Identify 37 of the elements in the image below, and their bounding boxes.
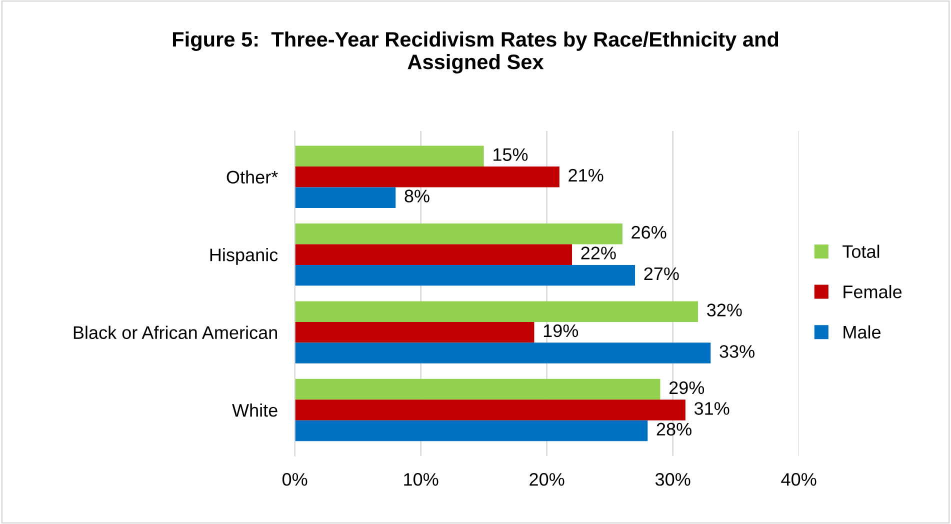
bar — [294, 400, 686, 420]
data-label: 21% — [568, 168, 604, 182]
x-tick-label: 40% — [781, 473, 816, 486]
data-label: 29% — [669, 381, 704, 394]
data-label: 15% — [494, 148, 528, 161]
x-tick-label: 0% — [282, 473, 308, 486]
legend-label: Male — [844, 325, 881, 339]
y-tick-label: White — [232, 403, 278, 417]
data-label: 33% — [720, 345, 754, 358]
data-label: 31% — [694, 402, 730, 415]
bar — [294, 244, 572, 265]
data-label: 19% — [544, 324, 578, 338]
bar — [294, 166, 560, 188]
data-label: 28% — [656, 422, 692, 436]
bar — [294, 223, 622, 244]
bar — [294, 342, 711, 364]
data-label: 32% — [707, 304, 742, 316]
legend-label: Female — [844, 285, 902, 298]
y-tick-label: Black or African American — [74, 326, 277, 340]
data-label: 22% — [581, 246, 616, 260]
bar — [294, 322, 534, 343]
data-label: 8% — [404, 190, 430, 202]
legend-label: Total — [842, 244, 880, 258]
bar — [294, 146, 484, 166]
data-label: 27% — [644, 267, 679, 280]
y-tick-label: Other* — [226, 170, 278, 184]
chart-title: Figure 5: Three-Year Recidivism Rates by Race/Ethnicity and Assigned Sex — [172, 31, 778, 74]
x-tick-label: 30% — [655, 473, 690, 486]
bar — [294, 187, 396, 208]
y-tick-label: Hispanic — [210, 248, 278, 265]
bar — [294, 264, 636, 286]
x-tick-label: 10% — [404, 473, 438, 486]
bar — [294, 420, 648, 442]
data-label: 26% — [632, 226, 666, 239]
x-tick-label: 20% — [530, 473, 564, 486]
bar — [294, 301, 698, 322]
bar — [294, 378, 660, 400]
